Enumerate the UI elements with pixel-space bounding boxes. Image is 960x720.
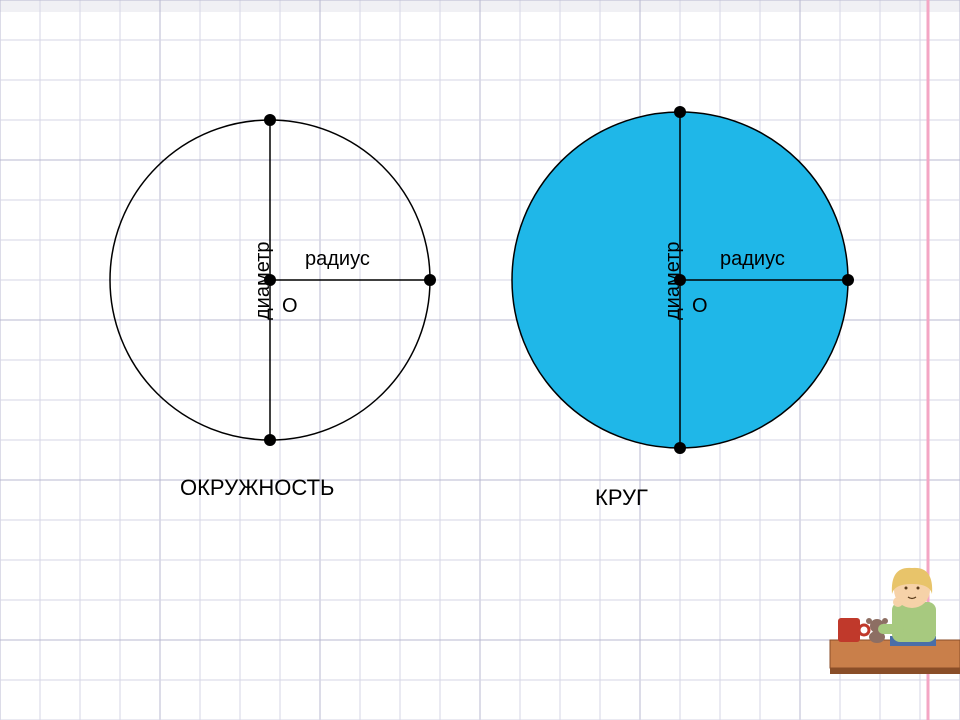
left-center-label: О <box>282 295 298 318</box>
bear-ear-right-icon <box>882 618 888 624</box>
right-point-top <box>674 106 686 118</box>
person-body-icon <box>892 602 936 642</box>
person-eye-right-icon <box>917 587 920 590</box>
right-diameter-label: диаметр <box>662 242 685 320</box>
left-diameter-label: диаметр <box>252 242 275 320</box>
right-radius-label: радиус <box>720 248 785 271</box>
left-point-bottom <box>264 434 276 446</box>
mug-icon <box>838 618 860 642</box>
right-center-label: О <box>692 295 708 318</box>
left-radius-label: радиус <box>305 248 370 271</box>
desk-edge <box>830 668 960 674</box>
person-eye-left-icon <box>905 587 908 590</box>
right-title: КРУГ <box>595 485 648 511</box>
right-point-right <box>842 274 854 286</box>
bear-ear-left-icon <box>866 618 872 624</box>
person-arm-icon <box>878 624 904 634</box>
left-title: ОКРУЖНОСТЬ <box>180 475 334 501</box>
left-point-right <box>424 274 436 286</box>
right-point-bottom <box>674 442 686 454</box>
diagram-svg <box>0 0 960 720</box>
diagram-stage: О радиус диаметр ОКРУЖНОСТЬ О радиус диа… <box>0 0 960 720</box>
left-point-top <box>264 114 276 126</box>
person-hand-icon <box>893 597 903 607</box>
